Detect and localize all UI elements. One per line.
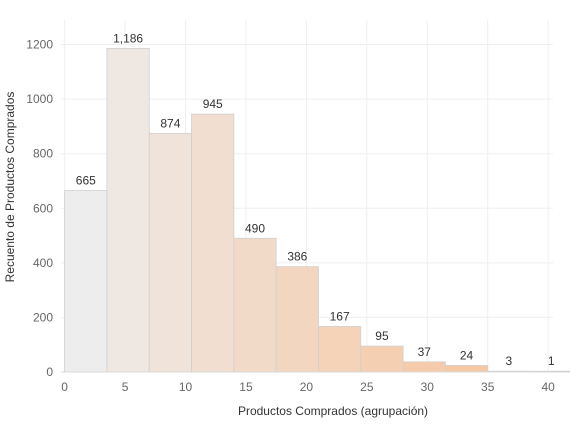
y-tick-label: 600 xyxy=(33,201,53,215)
bar-value-label: 945 xyxy=(203,97,223,111)
bar-value-label: 3 xyxy=(506,354,513,368)
y-tick-label: 0 xyxy=(46,365,53,379)
y-axis: 0 200 400 600 800 1000 1200 xyxy=(26,38,53,379)
y-axis-title: Recuento de Productos Comprados xyxy=(3,92,17,283)
bar-value-label: 167 xyxy=(330,309,350,323)
x-tick-label: 30 xyxy=(421,380,435,394)
x-tick-label: 35 xyxy=(481,380,495,394)
histogram-bar xyxy=(233,237,277,373)
y-tick-label: 200 xyxy=(33,310,53,324)
bar-value-label: 95 xyxy=(375,329,389,343)
y-tick-label: 400 xyxy=(33,256,53,270)
y-tick-label: 800 xyxy=(33,147,53,161)
bar-value-label: 665 xyxy=(76,174,96,188)
y-tick-label: 1000 xyxy=(26,92,53,106)
histogram-bar xyxy=(106,47,150,373)
x-tick-label: 10 xyxy=(179,380,193,394)
histogram-bar xyxy=(445,365,489,373)
x-tick-label: 5 xyxy=(122,380,129,394)
x-tick-label: 15 xyxy=(239,380,253,394)
bar-value-label: 874 xyxy=(160,117,180,131)
y-tick-label: 1200 xyxy=(26,38,53,52)
histogram-bar xyxy=(318,326,362,373)
x-tick-label: 0 xyxy=(61,380,68,394)
bar-value-label: 490 xyxy=(245,221,265,235)
histogram-bar xyxy=(402,361,446,373)
x-tick-label: 40 xyxy=(541,380,555,394)
histogram-bar xyxy=(64,190,108,373)
histogram-bar xyxy=(191,113,235,373)
histogram-bar xyxy=(275,266,319,373)
bar-value-label: 386 xyxy=(287,250,307,264)
bar-value-label: 1,186 xyxy=(113,31,143,45)
histogram-bar xyxy=(148,133,192,373)
bar-value-label: 37 xyxy=(418,345,432,359)
x-tick-label: 25 xyxy=(360,380,374,394)
bar-value-label: 1 xyxy=(548,354,555,368)
x-tick-label: 20 xyxy=(300,380,314,394)
data-labels: 665 1,186 874 945 490 386 167 95 37 24 3 1 xyxy=(76,31,555,368)
bar-value-label: 24 xyxy=(460,348,474,362)
histogram-bar xyxy=(360,345,404,373)
x-axis: 0 5 10 15 20 25 30 35 40 xyxy=(61,371,555,394)
bars xyxy=(64,47,570,373)
x-axis-title: Productos Comprados (agrupación) xyxy=(238,404,428,418)
